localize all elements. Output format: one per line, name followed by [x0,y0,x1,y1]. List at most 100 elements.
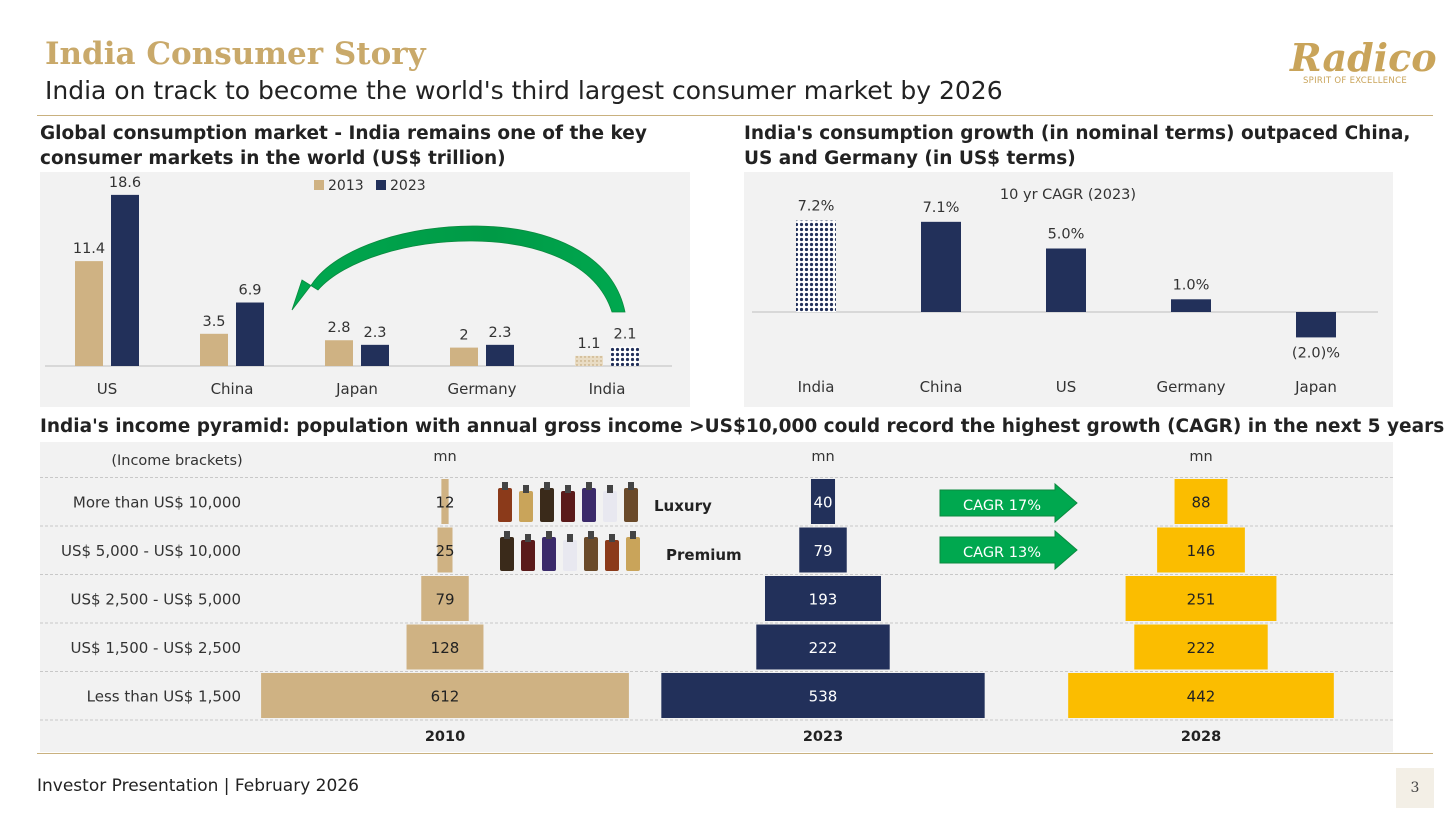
product-bottle-neck [567,534,573,542]
bar-us-2023 [111,194,139,366]
footer-text: Investor Presentation | February 2026 [37,776,359,796]
series-label: 10 yr CAGR (2023) [1000,187,1136,203]
row-header-label: (Income brackets) [111,453,242,469]
chart2-title: India's consumption growth (in nominal t… [744,123,1411,169]
bar-japan [1296,312,1336,338]
product-bottle-image [563,540,577,571]
bar-us [1046,248,1086,312]
bar-us-2013 [75,261,103,366]
consumption-growth-chart: 10 yr CAGR (2023) 7.2% India 7.1% China 5.0% U… [752,187,1378,396]
income-bracket-label: US$ 5,000 - US$ 10,000 [61,542,241,560]
bar-india-2013 [575,355,603,366]
product-bottle-image [603,491,617,522]
product-bottle-image [626,537,640,571]
cagr-label: CAGR 17% [963,498,1041,514]
product-bottle-neck [588,531,594,539]
data-label-japan: (2.0)% [1292,345,1340,361]
pyramid-bar-2028 [1174,479,1228,524]
data-label-japan-2023: 2.3 [363,325,386,341]
data-label-china-2023: 6.9 [238,283,261,299]
global-consumption-chart: 2013 2023 11.4 18.6 US 3.5 6.9 China 2.8 2.3 Japan… [45,175,672,398]
pyramid-bar-2010 [421,576,469,621]
page-number: 3 [1396,768,1434,808]
category-label-germany: Germany [448,380,517,398]
bar-japan-2013 [325,340,353,366]
pyramid-value-2023: 538 [809,688,838,706]
category-label-india: India [589,380,626,398]
page-subtitle: India on track to become the world's thi… [45,76,1003,105]
category-label-china: China [920,378,963,396]
category-label-japan: Japan [1294,378,1337,396]
product-bottle-image [540,488,554,522]
category-label-germany: Germany [1157,378,1226,396]
year-label-2028: 2028 [1181,729,1221,745]
pyramid-value-2010: 128 [431,639,460,657]
pyramid-value-2010: 612 [431,688,460,706]
pyramid-value-2028: 222 [1187,639,1216,657]
category-label-us: US [97,380,118,398]
legend-label-2023: 2023 [390,178,426,194]
data-label-germany: 1.0% [1173,277,1210,293]
product-bottle-neck [628,482,634,490]
income-bracket-label: US$ 1,500 - US$ 2,500 [71,639,241,657]
unit-label-2028: mn [1189,449,1212,465]
bar-india [796,220,836,312]
company-logo: Radico SPIRIT OF EXCELLENCE [1290,38,1437,87]
chart3-panel: (Income brackets) mn 2010 mn 2023 mn 2028 More … [40,442,1393,752]
bar-germany-2013 [450,347,478,366]
page-title: India Consumer Story [45,36,426,72]
cagr-label: CAGR 13% [963,545,1041,561]
category-label-china: China [211,380,254,398]
pyramid-value-2023: 193 [809,591,838,609]
income-bracket-label: Less than US$ 1,500 [87,688,241,706]
data-label-china: 7.1% [923,200,960,216]
pyramid-bar-2010 [437,527,453,573]
chart2-panel: 10 yr CAGR (2023) 7.2% India 7.1% China 5.0% U… [744,172,1393,407]
bar-india-2023 [611,346,639,366]
unit-label-2023: mn [811,449,834,465]
income-bracket-label: US$ 2,500 - US$ 5,000 [71,591,241,609]
chart1-panel: 2013 2023 11.4 18.6 US 3.5 6.9 China 2.8 2.3 Japan… [40,172,690,407]
bar-japan-2023 [361,344,389,366]
legend-swatch-2013 [314,180,324,190]
data-label-us: 5.0% [1048,227,1085,243]
product-bottle-image [624,488,638,522]
pyramid-bar-2028 [1157,527,1245,573]
pyramid-bar-2028 [1068,673,1334,718]
pyramid-value-2028: 442 [1187,688,1216,706]
pyramid-value-2023: 222 [809,639,838,657]
pyramid-value-2028: 146 [1187,542,1216,560]
product-bottle-image [519,491,533,522]
product-bottle-neck [609,534,615,542]
year-label-2023: 2023 [803,729,843,745]
pyramid-bar-2023 [765,576,881,621]
data-label-china-2013: 3.5 [202,314,225,330]
legend-label-2013: 2013 [328,178,364,194]
pyramid-bar-2010 [261,673,629,718]
unit-label-2010: mn [433,449,456,465]
segment-label-premium: Premium [666,546,742,564]
data-label-japan-2013: 2.8 [327,320,350,336]
footer-divider [37,753,1433,754]
bar-china-2023 [236,302,264,366]
cagr-arrow [939,482,1078,524]
category-label-japan: Japan [335,380,378,398]
data-label-india-2023: 2.1 [613,327,636,343]
data-label-germany-2013: 2 [459,328,468,344]
product-bottle-neck [502,482,508,490]
product-bottle-neck [525,534,531,542]
category-label-india: India [798,378,835,396]
pyramid-value-2023: 40 [813,494,832,512]
curved-growth-arrow [291,225,626,313]
pyramid-value-2010: 79 [435,591,454,609]
bar-china [921,221,961,312]
pyramid-bar-2010 [406,624,484,670]
year-label-2010: 2010 [425,729,465,745]
product-bottle-image [542,537,556,571]
pyramid-bar-2028 [1125,576,1277,621]
bar-germany-2023 [486,344,514,366]
pyramid-value-2028: 251 [1187,591,1216,609]
pyramid-bar-2023 [810,479,836,524]
product-bottle-image [584,537,598,571]
bar-germany [1171,299,1211,312]
